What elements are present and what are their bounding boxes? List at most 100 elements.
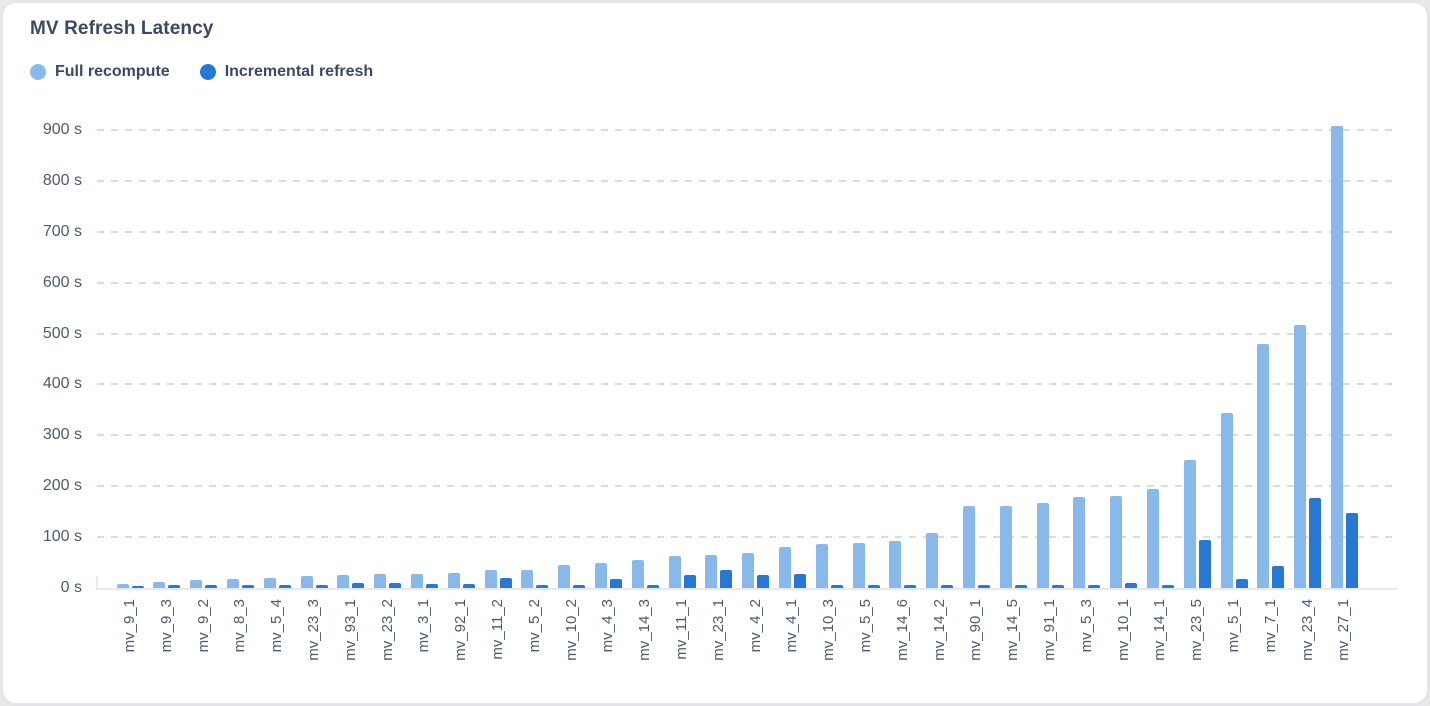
x-axis-tick-mv_4_3: mv_4_3 (599, 599, 617, 653)
x-axis-tick-mv_4_2: mv_4_2 (746, 599, 764, 653)
bar-mv_11_2-incremental-refresh[interactable] (499, 578, 512, 588)
bar-mv_11_2-full-recompute[interactable] (484, 569, 497, 588)
x-axis-tick-mv_11_2: mv_11_2 (489, 599, 506, 660)
bar-mv_5_1-incremental-refresh[interactable] (1235, 578, 1248, 588)
legend-item-full-recompute[interactable]: Full recompute (30, 63, 170, 81)
bar-mv_23_4-full-recompute[interactable] (1294, 325, 1307, 588)
bar-mv_91_1-full-recompute[interactable] (1036, 503, 1049, 588)
x-axis-tick-mv_5_5: mv_5_5 (857, 599, 874, 653)
x-axis-tick-mv_7_1: mv_7_1 (1261, 599, 1279, 653)
bar-mv_8_3-full-recompute[interactable] (226, 579, 239, 588)
bar-mv_7_1-incremental-refresh[interactable] (1272, 566, 1285, 588)
bar-mv_23_2-incremental-refresh[interactable] (389, 582, 402, 588)
bar-mv_14_3-full-recompute[interactable] (631, 560, 644, 588)
bar-mv_23_3-full-recompute[interactable] (300, 576, 313, 588)
bar-mv_9_3-incremental-refresh[interactable] (168, 585, 181, 588)
chart-legend: Full recompute Incremental refresh (30, 63, 373, 81)
bar-mv_4_1-incremental-refresh[interactable] (793, 573, 806, 588)
gridline-100 (97, 536, 1397, 539)
x-axis-tick-mv_9_3: mv_9_3 (157, 599, 175, 653)
bar-mv_5_1-full-recompute[interactable] (1220, 412, 1233, 588)
y-axis-tick-0: 0 s (60, 579, 82, 596)
bar-mv_4_2-full-recompute[interactable] (742, 553, 755, 588)
bar-mv_10_1-incremental-refresh[interactable] (1125, 582, 1138, 588)
bar-mv_11_1-full-recompute[interactable] (668, 556, 681, 588)
bar-mv_11_1-incremental-refresh[interactable] (683, 575, 696, 588)
bar-mv_23_1-incremental-refresh[interactable] (720, 570, 733, 588)
bar-mv_5_3-full-recompute[interactable] (1073, 496, 1086, 588)
bar-mv_8_3-incremental-refresh[interactable] (241, 585, 254, 588)
x-axis-tick-mv_10_2: mv_10_2 (562, 599, 580, 661)
bar-mv_92_1-full-recompute[interactable] (447, 572, 460, 588)
bar-mv_23_2-full-recompute[interactable] (374, 574, 387, 588)
bar-mv_4_2-incremental-refresh[interactable] (757, 575, 770, 588)
bar-mv_3_1-incremental-refresh[interactable] (425, 583, 438, 588)
x-axis-tick-mv_91_1: mv_91_1 (1041, 599, 1058, 661)
bar-mv_14_5-full-recompute[interactable] (999, 505, 1012, 588)
bar-mv_10_1-full-recompute[interactable] (1110, 496, 1123, 588)
bar-mv_7_1-full-recompute[interactable] (1257, 344, 1270, 588)
bar-mv_14_2-full-recompute[interactable] (926, 532, 939, 588)
bar-mv_14_3-incremental-refresh[interactable] (646, 585, 659, 588)
bar-mv_4_1-full-recompute[interactable] (778, 546, 791, 588)
bar-mv_10_2-incremental-refresh[interactable] (573, 585, 586, 588)
bar-mv_14_2-incremental-refresh[interactable] (941, 584, 954, 588)
bar-mv_27_1-full-recompute[interactable] (1330, 126, 1343, 588)
bar-mv_5_3-incremental-refresh[interactable] (1088, 585, 1101, 588)
y-axis-tick-300: 300 s (42, 426, 82, 444)
bar-mv_23_1-full-recompute[interactable] (705, 554, 718, 588)
bar-mv_14_1-incremental-refresh[interactable] (1161, 585, 1174, 588)
x-axis-tick-mv_5_4: mv_5_4 (268, 599, 286, 653)
legend-label: Incremental refresh (224, 63, 374, 80)
y-axis-line (96, 576, 98, 590)
bar-mv_91_1-incremental-refresh[interactable] (1051, 584, 1064, 588)
x-axis-tick-mv_14_6: mv_14_6 (893, 599, 911, 661)
x-axis-tick-mv_9_1: mv_9_1 (121, 599, 138, 653)
gridline-500 (97, 332, 1397, 335)
bar-mv_5_4-full-recompute[interactable] (263, 577, 276, 588)
bar-mv_4_3-incremental-refresh[interactable] (609, 578, 622, 588)
legend-label: Full recompute (55, 63, 170, 80)
bar-mv_14_6-incremental-refresh[interactable] (904, 584, 917, 588)
bar-mv_3_1-full-recompute[interactable] (410, 573, 423, 588)
bar-mv_23_4-incremental-refresh[interactable] (1309, 497, 1322, 588)
bar-mv_9_3-full-recompute[interactable] (153, 581, 166, 588)
bar-mv_10_2-full-recompute[interactable] (558, 565, 571, 588)
y-axis-tick-900: 900 s (42, 121, 82, 138)
bar-mv_14_1-full-recompute[interactable] (1146, 489, 1159, 588)
bar-mv_9_2-full-recompute[interactable] (190, 579, 203, 588)
bar-mv_5_4-incremental-refresh[interactable] (278, 585, 291, 588)
bar-mv_5_5-incremental-refresh[interactable] (867, 584, 880, 588)
legend-item-incremental-refresh[interactable]: Incremental refresh (199, 63, 374, 81)
bar-mv_92_1-incremental-refresh[interactable] (462, 583, 475, 588)
bar-mv_93_1-incremental-refresh[interactable] (352, 583, 365, 588)
y-axis-tick-600: 600 s (42, 273, 82, 291)
bar-mv_5_2-full-recompute[interactable] (521, 569, 534, 588)
bar-mv_90_1-full-recompute[interactable] (962, 505, 975, 588)
bar-mv_5_5-full-recompute[interactable] (852, 542, 865, 588)
bar-mv_9_2-incremental-refresh[interactable] (205, 584, 218, 588)
bar-mv_23_3-incremental-refresh[interactable] (315, 584, 328, 588)
bar-mv_93_1-full-recompute[interactable] (337, 574, 350, 588)
bar-mv_23_5-full-recompute[interactable] (1183, 459, 1196, 588)
x-axis-tick-mv_90_1: mv_90_1 (967, 599, 985, 661)
legend-dot-icon (199, 64, 216, 80)
bar-mv_27_1-incremental-refresh[interactable] (1345, 512, 1358, 588)
y-axis-tick-800: 800 s (42, 171, 82, 189)
x-axis-tick-mv_14_2: mv_14_2 (930, 599, 948, 661)
bar-mv_4_3-full-recompute[interactable] (594, 562, 607, 588)
legend-dot-icon (30, 64, 46, 80)
x-axis-tick-mv_14_3: mv_14_3 (636, 599, 654, 661)
bar-mv_90_1-incremental-refresh[interactable] (977, 584, 990, 588)
gridline-600 (97, 281, 1397, 284)
bar-mv_10_3-full-recompute[interactable] (815, 544, 828, 588)
bar-mv_14_5-incremental-refresh[interactable] (1014, 585, 1027, 588)
bar-mv_9_1-incremental-refresh[interactable] (131, 585, 144, 588)
bar-mv_9_1-full-recompute[interactable] (116, 583, 129, 588)
x-axis-tick-mv_93_1: mv_93_1 (341, 599, 359, 661)
bar-mv_23_5-incremental-refresh[interactable] (1198, 539, 1211, 588)
bar-mv_14_6-full-recompute[interactable] (889, 540, 902, 588)
bar-mv_10_3-incremental-refresh[interactable] (830, 584, 843, 588)
x-axis-tick-mv_23_3: mv_23_3 (305, 599, 322, 661)
bar-mv_5_2-incremental-refresh[interactable] (536, 585, 549, 588)
